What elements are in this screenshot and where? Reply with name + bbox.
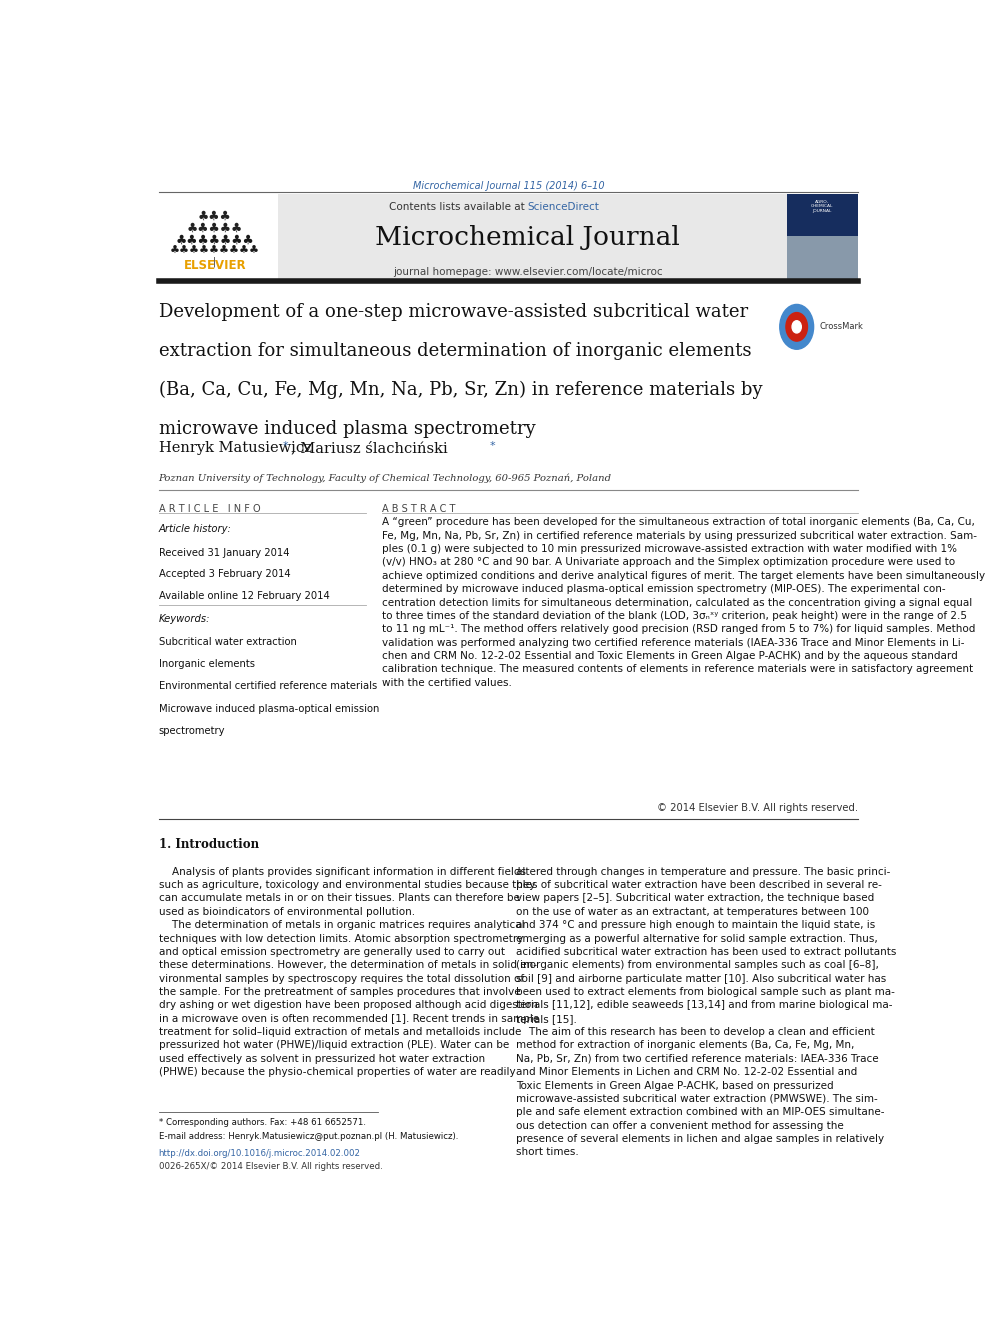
Text: ELSEVIER: ELSEVIER xyxy=(184,259,246,271)
Circle shape xyxy=(792,320,802,333)
Text: Contents lists available at: Contents lists available at xyxy=(389,201,528,212)
Text: , Mariusz ślachciński: , Mariusz ślachciński xyxy=(291,441,452,455)
Text: extraction for simultaneous determination of inorganic elements: extraction for simultaneous determinatio… xyxy=(159,343,751,360)
Text: Microchemical Journal 115 (2014) 6–10: Microchemical Journal 115 (2014) 6–10 xyxy=(413,181,604,191)
Text: Microwave induced plasma-optical emission: Microwave induced plasma-optical emissio… xyxy=(159,704,379,714)
FancyBboxPatch shape xyxy=(159,194,858,279)
Text: Accepted 3 February 2014: Accepted 3 February 2014 xyxy=(159,569,291,579)
Text: spectrometry: spectrometry xyxy=(159,726,225,736)
Text: A “green” procedure has been developed for the simultaneous extraction of total : A “green” procedure has been developed f… xyxy=(382,517,985,688)
Text: Microchemical Journal: Microchemical Journal xyxy=(375,225,680,250)
Text: *: * xyxy=(489,441,495,451)
Text: A R T I C L E   I N F O: A R T I C L E I N F O xyxy=(159,504,260,515)
Circle shape xyxy=(780,304,813,349)
FancyBboxPatch shape xyxy=(787,194,858,279)
Text: ♣♣♣♣♣♣♣♣♣: ♣♣♣♣♣♣♣♣♣ xyxy=(170,246,260,257)
Text: Environmental certified reference materials: Environmental certified reference materi… xyxy=(159,681,377,692)
Text: ♣♣♣♣♣: ♣♣♣♣♣ xyxy=(186,222,243,235)
Text: ♣♣♣: ♣♣♣ xyxy=(197,209,231,222)
Text: *: * xyxy=(283,441,288,451)
Text: microwave induced plasma spectrometry: microwave induced plasma spectrometry xyxy=(159,419,536,438)
Text: A B S T R A C T: A B S T R A C T xyxy=(382,504,455,515)
Text: Inorganic elements: Inorganic elements xyxy=(159,659,255,669)
FancyBboxPatch shape xyxy=(787,237,858,279)
Text: E-mail address: Henryk.Matusiewicz@put.poznan.pl (H. Matusiewicz).: E-mail address: Henryk.Matusiewicz@put.p… xyxy=(159,1131,458,1140)
Text: ♣♣♣♣♣♣♣: ♣♣♣♣♣♣♣ xyxy=(176,234,254,247)
Text: Analysis of plants provides significant information in different fields
such as : Analysis of plants provides significant … xyxy=(159,867,539,1077)
Text: ScienceDirect: ScienceDirect xyxy=(528,201,599,212)
Text: Received 31 January 2014: Received 31 January 2014 xyxy=(159,548,289,558)
Text: Available online 12 February 2014: Available online 12 February 2014 xyxy=(159,590,329,601)
Text: AGRO-
CHEMICAL
JOURNAL: AGRO- CHEMICAL JOURNAL xyxy=(810,200,833,213)
Text: Subcritical water extraction: Subcritical water extraction xyxy=(159,636,297,647)
Text: journal homepage: www.elsevier.com/locate/microc: journal homepage: www.elsevier.com/locat… xyxy=(393,267,663,277)
Text: http://dx.doi.org/10.1016/j.microc.2014.02.002: http://dx.doi.org/10.1016/j.microc.2014.… xyxy=(159,1148,361,1158)
Text: Keywords:: Keywords: xyxy=(159,614,210,624)
Text: CrossMark: CrossMark xyxy=(819,323,864,331)
Text: altered through changes in temperature and pressure. The basic princi-
ples of s: altered through changes in temperature a… xyxy=(516,867,897,1158)
Text: * Corresponding authors. Fax: +48 61 6652571.: * Corresponding authors. Fax: +48 61 665… xyxy=(159,1118,366,1127)
Text: Development of a one-step microwave-assisted subcritical water: Development of a one-step microwave-assi… xyxy=(159,303,748,321)
Circle shape xyxy=(786,312,807,341)
Text: |: | xyxy=(213,257,216,267)
Text: Henryk Matusiewicz: Henryk Matusiewicz xyxy=(159,441,316,455)
Text: Poznan University of Technology, Faculty of Chemical Technology, 60-965 Poznań, : Poznan University of Technology, Faculty… xyxy=(159,474,612,483)
Text: 0026-265X/© 2014 Elsevier B.V. All rights reserved.: 0026-265X/© 2014 Elsevier B.V. All right… xyxy=(159,1162,382,1171)
Text: (Ba, Ca, Cu, Fe, Mg, Mn, Na, Pb, Sr, Zn) in reference materials by: (Ba, Ca, Cu, Fe, Mg, Mn, Na, Pb, Sr, Zn)… xyxy=(159,381,762,400)
Text: 1. Introduction: 1. Introduction xyxy=(159,839,259,851)
FancyBboxPatch shape xyxy=(159,194,278,279)
Text: Article history:: Article history: xyxy=(159,524,231,534)
Text: © 2014 Elsevier B.V. All rights reserved.: © 2014 Elsevier B.V. All rights reserved… xyxy=(657,803,858,812)
